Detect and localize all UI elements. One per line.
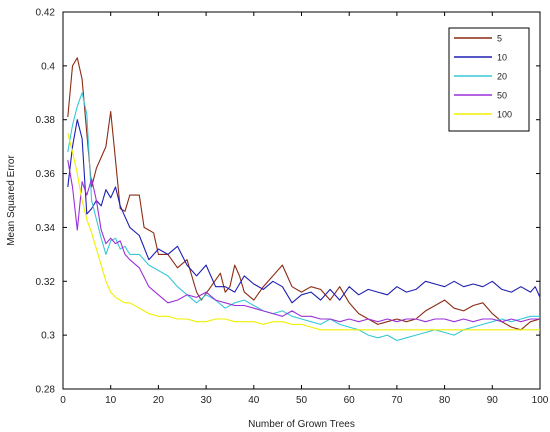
x-tick-label: 10 xyxy=(105,395,117,406)
x-tick-label: 50 xyxy=(296,395,308,406)
series-layer xyxy=(67,57,541,342)
x-tick-label: 80 xyxy=(439,395,451,406)
legend-box xyxy=(448,27,530,132)
y-tick-label: 0.36 xyxy=(36,169,56,180)
series-line-5 xyxy=(67,57,541,331)
x-tick-label: 0 xyxy=(60,395,66,406)
x-tick-label: 90 xyxy=(487,395,499,406)
legend-label-10: 10 xyxy=(497,53,507,63)
x-tick-label: 40 xyxy=(248,395,260,406)
x-tick-label: 60 xyxy=(344,395,356,406)
x-axis-title: Number of Grown Trees xyxy=(248,419,355,430)
legend-label-5: 5 xyxy=(497,34,502,44)
y-tick-label: 0.28 xyxy=(36,385,56,396)
series-line-10 xyxy=(67,119,541,304)
x-tick-label: 100 xyxy=(532,395,549,406)
series-line-50 xyxy=(67,160,540,323)
legend-label-20: 20 xyxy=(497,72,507,82)
y-tick-label: 0.42 xyxy=(36,8,56,19)
x-tick-label: 70 xyxy=(391,395,403,406)
legend-label-50: 50 xyxy=(497,91,507,101)
y-tick-label: 0.4 xyxy=(41,61,55,72)
y-tick-label: 0.32 xyxy=(36,277,56,288)
series-line-100 xyxy=(67,133,540,331)
x-tick-label: 20 xyxy=(153,395,165,406)
x-tick-label: 30 xyxy=(201,395,213,406)
y-tick-label: 0.3 xyxy=(41,331,55,342)
legend: 5 10 20 50 100 xyxy=(448,27,530,132)
y-tick-label: 0.38 xyxy=(36,115,56,126)
y-tick-label: 0.34 xyxy=(36,223,56,234)
legend-label-100: 100 xyxy=(497,110,512,120)
y-axis-title: Mean Squared Error xyxy=(6,155,17,246)
tick-layer: 0 10 20 30 40 50 60 70 80 90 100 0.28 0.3 0.32 0.34 0.3… xyxy=(36,8,549,407)
